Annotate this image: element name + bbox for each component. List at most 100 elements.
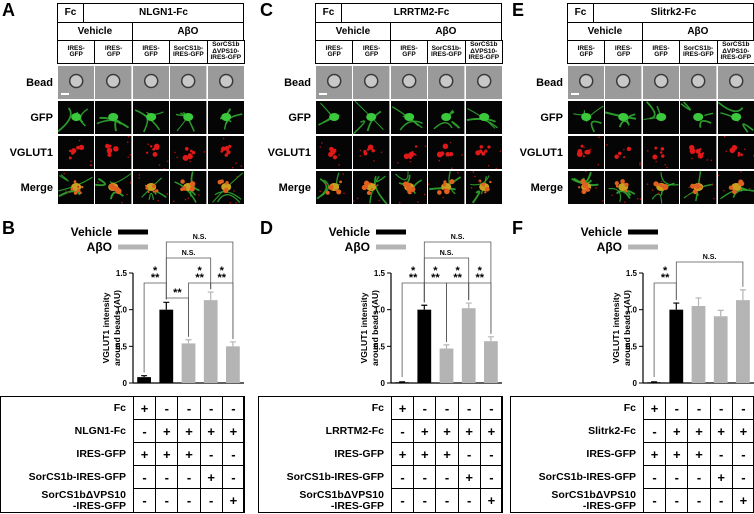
table-cell: - bbox=[665, 488, 689, 513]
table-cell: - bbox=[665, 396, 689, 420]
micrograph bbox=[465, 136, 502, 169]
table-row-label: SorCS1b-IRES-GFP bbox=[286, 470, 384, 483]
micrograph bbox=[428, 171, 465, 204]
micrograph bbox=[170, 66, 207, 99]
significance-label: * ** bbox=[431, 265, 440, 284]
significance-label: N.S. bbox=[450, 234, 465, 241]
table-row-label: LRRTM2-Fc bbox=[325, 424, 384, 437]
bar bbox=[691, 306, 706, 383]
bar bbox=[736, 300, 750, 383]
error-bar bbox=[695, 297, 702, 306]
row-label: Bead bbox=[536, 76, 563, 89]
legend-label: Vehicle bbox=[580, 225, 622, 239]
bar bbox=[439, 348, 454, 383]
micrograph bbox=[428, 66, 465, 99]
y-axis-label: VGLUT1 intensity around beads (AU) bbox=[611, 289, 632, 367]
micrograph bbox=[680, 136, 717, 169]
micrograph bbox=[568, 66, 605, 99]
row-label: VGLUT1 bbox=[519, 146, 563, 159]
error-bar bbox=[141, 375, 148, 378]
micrograph bbox=[642, 171, 680, 204]
legend-label: AβO bbox=[596, 240, 622, 254]
bar bbox=[395, 382, 409, 383]
row-label: Bead bbox=[284, 76, 311, 89]
significance-label: * ** bbox=[475, 265, 485, 284]
micrograph bbox=[95, 101, 132, 134]
micrograph bbox=[207, 66, 244, 99]
table-row-label: Fc bbox=[623, 401, 636, 414]
micrograph bbox=[170, 136, 207, 169]
significance-bracket bbox=[423, 241, 492, 334]
table-row-label: SorCS1bΔVPS10 -IRES-GFP bbox=[299, 488, 384, 512]
legend-label: Vehicle bbox=[328, 225, 370, 239]
bar bbox=[669, 309, 684, 383]
significance-label: * ** bbox=[453, 265, 462, 284]
y-tick-label: 0 bbox=[123, 379, 128, 388]
y-tick-label: 0 bbox=[633, 379, 638, 388]
y-tick-label: 1.0 bbox=[626, 306, 638, 315]
micrograph bbox=[680, 171, 717, 204]
panel-letter: B bbox=[2, 218, 15, 238]
y-tick-label: 0.5 bbox=[374, 342, 386, 351]
micrograph bbox=[207, 101, 244, 134]
micrograph bbox=[717, 136, 754, 169]
row-label: GFP bbox=[540, 111, 563, 124]
error-bar bbox=[207, 291, 214, 301]
table-row-label: SorCS1b-IRES-GFP bbox=[28, 470, 126, 483]
legend-label: AβO bbox=[86, 240, 112, 254]
row-label: VGLUT1 bbox=[9, 146, 53, 159]
row-label: GFP bbox=[288, 111, 311, 124]
error-bar bbox=[163, 301, 170, 310]
micrograph bbox=[465, 101, 502, 134]
table-cell: - bbox=[731, 442, 754, 466]
micrograph bbox=[316, 171, 353, 204]
y-tick-label: 1.0 bbox=[374, 306, 386, 315]
y-tick-label: 1.5 bbox=[626, 269, 638, 278]
micrograph bbox=[717, 66, 754, 99]
micrograph bbox=[465, 171, 502, 204]
bar bbox=[417, 309, 432, 383]
micrograph bbox=[390, 66, 428, 99]
micrograph bbox=[680, 101, 717, 134]
error-bar bbox=[421, 304, 428, 310]
table-row-label: Slitrk2-Fc bbox=[588, 424, 636, 437]
table-row-label: IRES-GFP bbox=[76, 447, 126, 460]
row-label: Merge bbox=[530, 181, 563, 194]
table-cell: + bbox=[731, 419, 754, 443]
micrograph bbox=[58, 171, 95, 204]
significance-label: N.S. bbox=[439, 250, 454, 257]
table-cell: - bbox=[643, 488, 667, 513]
table-cell: + bbox=[665, 442, 689, 466]
bar bbox=[203, 300, 218, 383]
table-cell: - bbox=[643, 419, 667, 443]
micrograph bbox=[568, 136, 605, 169]
row-label: VGLUT1 bbox=[267, 146, 311, 159]
y-tick-label: 1.0 bbox=[116, 306, 128, 315]
micrograph bbox=[605, 101, 642, 134]
micrograph bbox=[353, 66, 390, 99]
micrograph bbox=[207, 136, 244, 169]
column-label: SorCS1b ΔVPS10- IRES-GFP bbox=[464, 40, 503, 64]
table-cell: - bbox=[643, 465, 667, 489]
micrograph bbox=[428, 136, 465, 169]
micrograph bbox=[642, 101, 680, 134]
micrograph bbox=[353, 101, 390, 134]
micrograph bbox=[642, 66, 680, 99]
y-tick-label: 1.5 bbox=[116, 269, 128, 278]
error-bar bbox=[443, 344, 450, 349]
micrograph bbox=[390, 101, 428, 134]
micrograph bbox=[58, 66, 95, 99]
table-row-label: SorCS1b-IRES-GFP bbox=[538, 470, 636, 483]
row-label: Merge bbox=[278, 181, 311, 194]
micrograph bbox=[132, 101, 170, 134]
micrograph bbox=[353, 136, 390, 169]
micrograph bbox=[316, 66, 353, 99]
micrograph bbox=[680, 66, 717, 99]
table-cell: + bbox=[665, 419, 689, 443]
table-cell: + bbox=[731, 488, 754, 513]
table-cell: + bbox=[643, 396, 667, 420]
